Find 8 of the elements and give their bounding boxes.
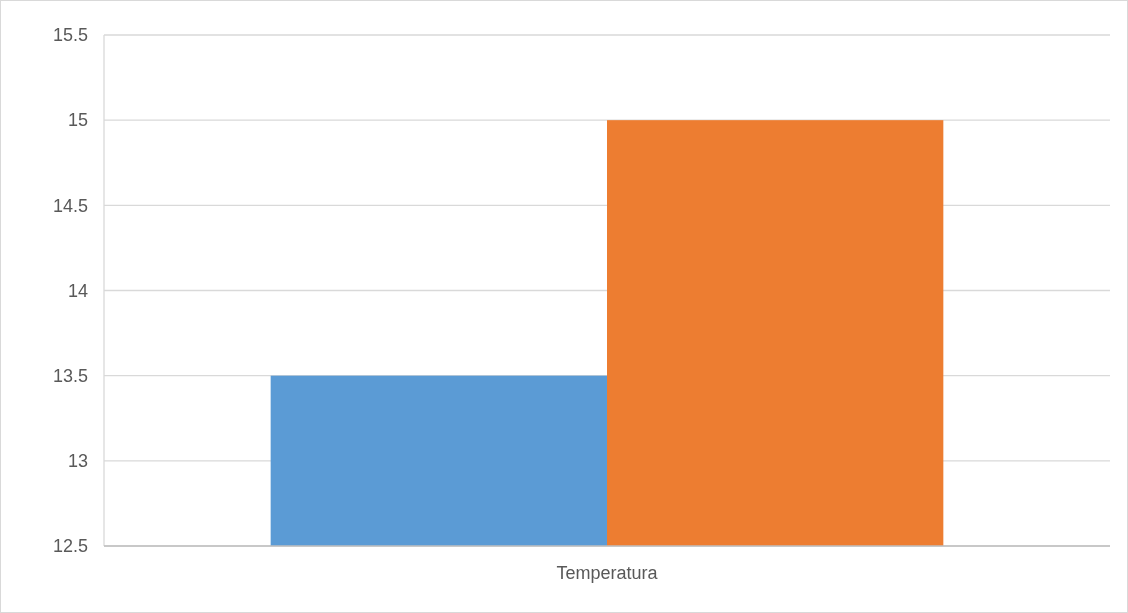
y-tick-label: 15.5 <box>52 25 88 46</box>
y-tick-label: 13 <box>67 451 88 472</box>
y-tick-label: 14 <box>67 280 88 301</box>
y-tick-label: 14.5 <box>52 195 88 216</box>
x-tick-label: Temperatura <box>556 563 659 583</box>
y-tick-label: 13.5 <box>52 365 88 386</box>
y-tick-label: 15 <box>67 110 88 131</box>
y-tick-label: 12.5 <box>52 536 88 557</box>
